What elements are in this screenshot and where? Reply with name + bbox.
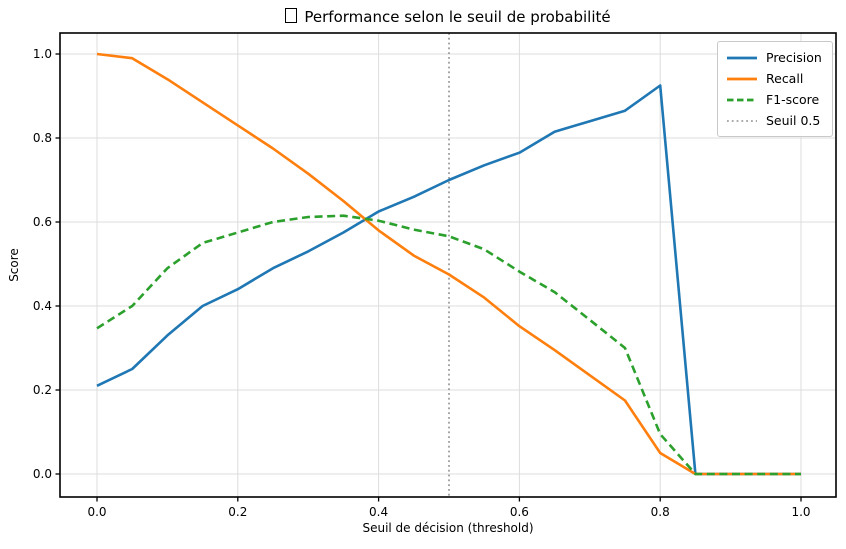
y-tick-label: 0.0	[33, 467, 52, 481]
legend-label: F1-score	[766, 92, 820, 107]
y-tick-label: 0.8	[33, 131, 52, 145]
x-tick-label: 0.6	[510, 505, 529, 519]
x-tick-label: 0.0	[87, 505, 106, 519]
series-line-precision	[96, 84, 801, 476]
y-axis-label: Score	[7, 248, 21, 282]
legend: Precision Recall F1-score Seuil 0.5	[717, 41, 833, 137]
legend-swatch-dotted-line	[727, 119, 757, 122]
x-tick-label: 0.2	[228, 505, 247, 519]
missing-emoji-glyph	[285, 8, 298, 23]
legend-item: F1-score	[727, 89, 822, 110]
series-line-recall	[96, 52, 801, 476]
chart-title: Performance selon le seuil de probabilit…	[60, 7, 836, 27]
legend-item: Recall	[727, 68, 822, 89]
chart-title-text: Performance selon le seuil de probabilit…	[304, 8, 611, 26]
legend-swatch-solid-line	[727, 56, 757, 59]
y-tick-label: 0.4	[33, 299, 52, 313]
legend-label: Seuil 0.5	[766, 113, 821, 128]
x-axis-label: Seuil de décision (threshold)	[362, 521, 534, 535]
legend-item: Precision	[727, 47, 822, 68]
y-tick-label: 0.6	[33, 215, 52, 229]
y-tick-label: 0.2	[33, 383, 52, 397]
legend-label: Precision	[766, 50, 822, 65]
legend-swatch-solid-line	[727, 77, 757, 80]
legend-swatch-dashed-line	[727, 98, 757, 101]
x-tick-label: 0.8	[651, 505, 670, 519]
legend-item: Seuil 0.5	[727, 110, 822, 131]
legend-label: Recall	[766, 71, 804, 86]
axes-spines	[59, 32, 837, 498]
y-tick-label: 1.0	[33, 47, 52, 61]
x-tick-label: 0.4	[369, 505, 388, 519]
x-tick-label: 1.0	[791, 505, 810, 519]
